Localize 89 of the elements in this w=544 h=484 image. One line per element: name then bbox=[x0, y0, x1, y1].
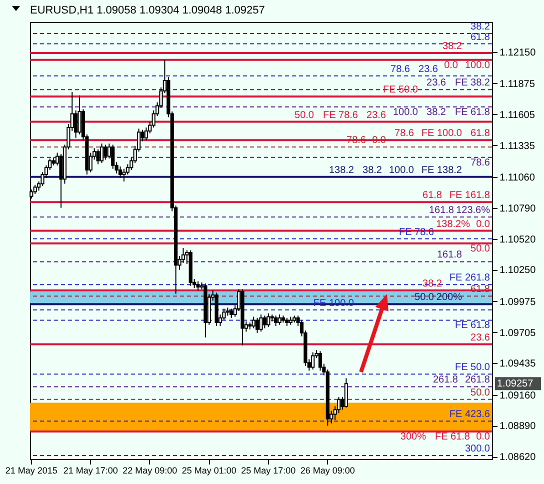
annotation: 38.2 bbox=[426, 106, 446, 118]
annotation: FE 50.0 bbox=[454, 362, 490, 374]
annotation: 300.0 bbox=[464, 444, 490, 455]
y-tick-label: 1.09435 bbox=[500, 358, 536, 370]
candlestick bbox=[255, 317, 260, 334]
annotation: 261.8 bbox=[432, 374, 458, 386]
annotation: FE 100.0 bbox=[421, 128, 462, 140]
y-tick-label: 1.11060 bbox=[500, 172, 536, 184]
annotation: FE 138.2 bbox=[421, 164, 462, 176]
candlestick bbox=[344, 378, 348, 408]
annotation: 23.6 bbox=[366, 110, 386, 121]
annotation: 78.6 bbox=[390, 64, 410, 75]
annotation: FE 100.0 bbox=[313, 298, 354, 309]
y-tick-label: 1.11335 bbox=[500, 140, 536, 152]
candlestick bbox=[122, 168, 126, 182]
annotation: 261.8 bbox=[464, 374, 490, 386]
annotation: 50.0 bbox=[294, 110, 314, 121]
annotation: 78.6 bbox=[470, 157, 490, 168]
annotation: 78.6 bbox=[394, 128, 414, 140]
y-tick-label: 1.08620 bbox=[500, 452, 536, 464]
y-tick-label: 1.10250 bbox=[500, 265, 536, 276]
x-tick-label: 21 May 2015 bbox=[5, 466, 58, 476]
candlestick bbox=[266, 312, 270, 328]
text: 1.09257 bbox=[497, 378, 534, 390]
candlestick bbox=[262, 315, 267, 329]
chart-title: EURUSD,H1 1.09058 1.09304 1.09048 1.09257 bbox=[30, 4, 265, 16]
annotation: 23.6 bbox=[418, 64, 438, 75]
annotation: FE 61.8 bbox=[454, 106, 490, 118]
annotation: FE 423.6 bbox=[449, 409, 490, 420]
annotation: 0.0 bbox=[476, 431, 490, 442]
annotation: 50.0 bbox=[414, 292, 434, 304]
annotation: 50.0 bbox=[470, 243, 490, 254]
annotation: 38.2 bbox=[470, 21, 490, 32]
annotation: FE 161.8 bbox=[449, 190, 490, 202]
annotation: FE 38.2 bbox=[454, 78, 490, 89]
candlestick bbox=[259, 314, 263, 332]
candlestick bbox=[274, 315, 278, 326]
y-tick-label: 1.10790 bbox=[500, 203, 536, 214]
x-tick-label: 25 May 17:00 bbox=[241, 466, 296, 476]
annotation: 100.0 bbox=[392, 106, 418, 118]
candlestick bbox=[100, 143, 104, 164]
annotation: 0.0 bbox=[444, 60, 458, 71]
candlestick bbox=[252, 316, 256, 329]
candlestick bbox=[318, 350, 322, 372]
annotation: 100.0 bbox=[464, 60, 490, 71]
candlestick bbox=[196, 280, 200, 291]
annotation: 0.0 bbox=[476, 218, 490, 230]
candlestick bbox=[111, 144, 115, 170]
annotation: 23.6 bbox=[470, 332, 490, 344]
candlestick bbox=[78, 94, 82, 135]
y-tick-label: 1.10520 bbox=[500, 234, 536, 246]
annotation: FE 61.8 bbox=[434, 431, 470, 442]
annotation: 23.6 bbox=[426, 78, 446, 89]
annotation: 61.8 bbox=[470, 32, 490, 43]
candlestick bbox=[33, 184, 37, 195]
annotation: 38.2 bbox=[362, 164, 382, 176]
annotation: FE 261.8 bbox=[449, 272, 490, 284]
y-tick-label: 1.09705 bbox=[500, 328, 536, 339]
annotation: 161.8 bbox=[428, 204, 454, 216]
candlestick bbox=[278, 314, 282, 326]
y-tick-label: 1.08890 bbox=[500, 421, 536, 432]
annotation: 100.0 bbox=[388, 164, 414, 176]
annotation: 161.8 bbox=[436, 250, 462, 261]
annotation: 61.8 bbox=[470, 128, 490, 140]
annotation: 138.2 bbox=[328, 164, 354, 176]
annotation: 38.2 bbox=[422, 278, 442, 290]
annotation: 123.6% bbox=[456, 204, 490, 216]
annotation: FE 78.6 bbox=[322, 110, 358, 121]
annotation: 138.2% bbox=[436, 218, 470, 230]
annotation: 300% bbox=[400, 431, 426, 442]
y-tick-label: 1.09160 bbox=[500, 390, 536, 402]
y-tick-label: 1.11875 bbox=[500, 78, 536, 90]
annotation: 200% bbox=[436, 292, 462, 304]
annotation: FE 61.8 bbox=[454, 320, 490, 332]
candlestick bbox=[104, 144, 108, 160]
y-tick-label: 1.11605 bbox=[500, 110, 536, 121]
annotation: 61.8 bbox=[422, 190, 442, 202]
x-tick-label: 22 May 09:00 bbox=[122, 466, 178, 476]
candlestick bbox=[118, 166, 122, 178]
y-tick-label: 1.09975 bbox=[500, 296, 536, 308]
annotation: 38.2 bbox=[442, 40, 462, 52]
x-tick-label: 26 May 09:00 bbox=[300, 466, 355, 476]
y-tick-label: 1.12150 bbox=[500, 47, 536, 58]
x-tick-label: 21 May 17:00 bbox=[63, 466, 118, 476]
candlestick bbox=[230, 308, 234, 318]
candlestick bbox=[311, 352, 315, 370]
x-tick-label: 25 May 01:00 bbox=[182, 466, 236, 476]
annotation: 50.0 bbox=[470, 387, 490, 398]
candlestick bbox=[96, 148, 100, 165]
